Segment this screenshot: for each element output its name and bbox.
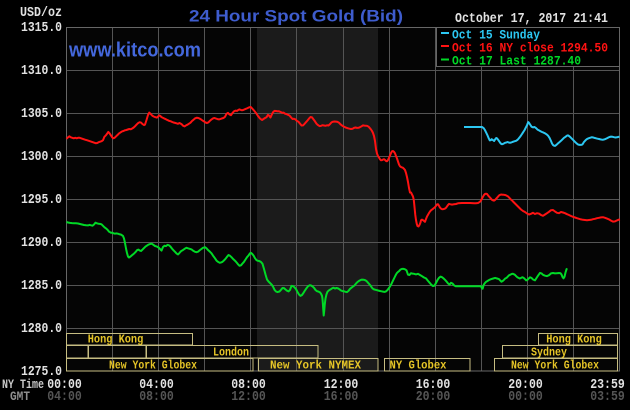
svg-text:October 17, 2017 21:41: October 17, 2017 21:41 bbox=[455, 11, 608, 27]
svg-text:1300.0: 1300.0 bbox=[21, 149, 62, 165]
svg-text:New York Globex: New York Globex bbox=[109, 359, 197, 373]
svg-text:1290.0: 1290.0 bbox=[21, 235, 62, 251]
svg-text:08:00: 08:00 bbox=[231, 377, 266, 393]
svg-text:24 Hour Spot Gold (Bid): 24 Hour Spot Gold (Bid) bbox=[189, 7, 403, 26]
svg-text:1295.0: 1295.0 bbox=[21, 192, 62, 208]
svg-text:USD/oz: USD/oz bbox=[20, 5, 62, 21]
svg-text:NY Time: NY Time bbox=[2, 378, 44, 392]
svg-text:03:59: 03:59 bbox=[590, 389, 625, 405]
svg-text:London: London bbox=[213, 346, 249, 360]
svg-text:GMT: GMT bbox=[10, 390, 30, 404]
svg-text:1315.0: 1315.0 bbox=[21, 20, 62, 36]
svg-text:04:00: 04:00 bbox=[139, 377, 174, 393]
svg-text:Hong Kong: Hong Kong bbox=[88, 333, 144, 347]
svg-text:20:00: 20:00 bbox=[508, 377, 543, 393]
svg-text:23:59: 23:59 bbox=[590, 377, 625, 393]
svg-text:New York Globex: New York Globex bbox=[511, 359, 599, 373]
svg-text:1275.0: 1275.0 bbox=[21, 364, 62, 380]
svg-text:00:00: 00:00 bbox=[508, 389, 543, 405]
svg-text:New York NYMEX: New York NYMEX bbox=[270, 359, 362, 373]
svg-text:Hong Kong: Hong Kong bbox=[546, 333, 602, 347]
svg-text:1305.0: 1305.0 bbox=[21, 106, 62, 122]
svg-text:www.kitco.com: www.kitco.com bbox=[68, 40, 201, 62]
svg-text:16:00: 16:00 bbox=[324, 389, 359, 405]
svg-text:00:00: 00:00 bbox=[47, 377, 82, 393]
svg-text:12:00: 12:00 bbox=[231, 389, 266, 405]
svg-text:Oct 15 Sunday: Oct 15 Sunday bbox=[452, 28, 540, 43]
svg-text:16:00: 16:00 bbox=[416, 377, 451, 393]
svg-text:Oct 16 NY close 1294.50: Oct 16 NY close 1294.50 bbox=[452, 41, 608, 56]
svg-text:12:00: 12:00 bbox=[324, 377, 359, 393]
svg-text:1285.0: 1285.0 bbox=[21, 278, 62, 294]
svg-text:04:00: 04:00 bbox=[47, 389, 82, 405]
svg-text:20:00: 20:00 bbox=[416, 389, 451, 405]
svg-text:NY Globex: NY Globex bbox=[390, 359, 447, 373]
svg-text:08:00: 08:00 bbox=[139, 389, 174, 405]
svg-text:1310.0: 1310.0 bbox=[21, 63, 62, 79]
svg-text:1280.0: 1280.0 bbox=[21, 321, 62, 337]
svg-text:Oct 17 Last 1287.40: Oct 17 Last 1287.40 bbox=[452, 54, 581, 69]
svg-text:Sydney: Sydney bbox=[531, 346, 567, 360]
